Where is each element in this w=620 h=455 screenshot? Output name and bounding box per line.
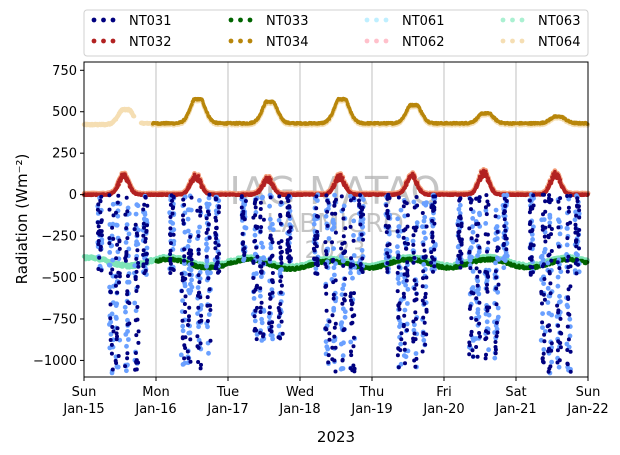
data-point [190,102,194,107]
series-nt034 [151,96,590,126]
gridlines [155,62,517,377]
data-point [346,102,350,106]
data-point [404,183,409,187]
data-point [196,174,201,178]
data-point [269,177,273,182]
data-point [131,114,137,119]
data-point [199,180,203,184]
plot-series [81,96,591,376]
data-point [341,176,345,180]
data-point [413,175,417,180]
data-point [117,183,121,187]
